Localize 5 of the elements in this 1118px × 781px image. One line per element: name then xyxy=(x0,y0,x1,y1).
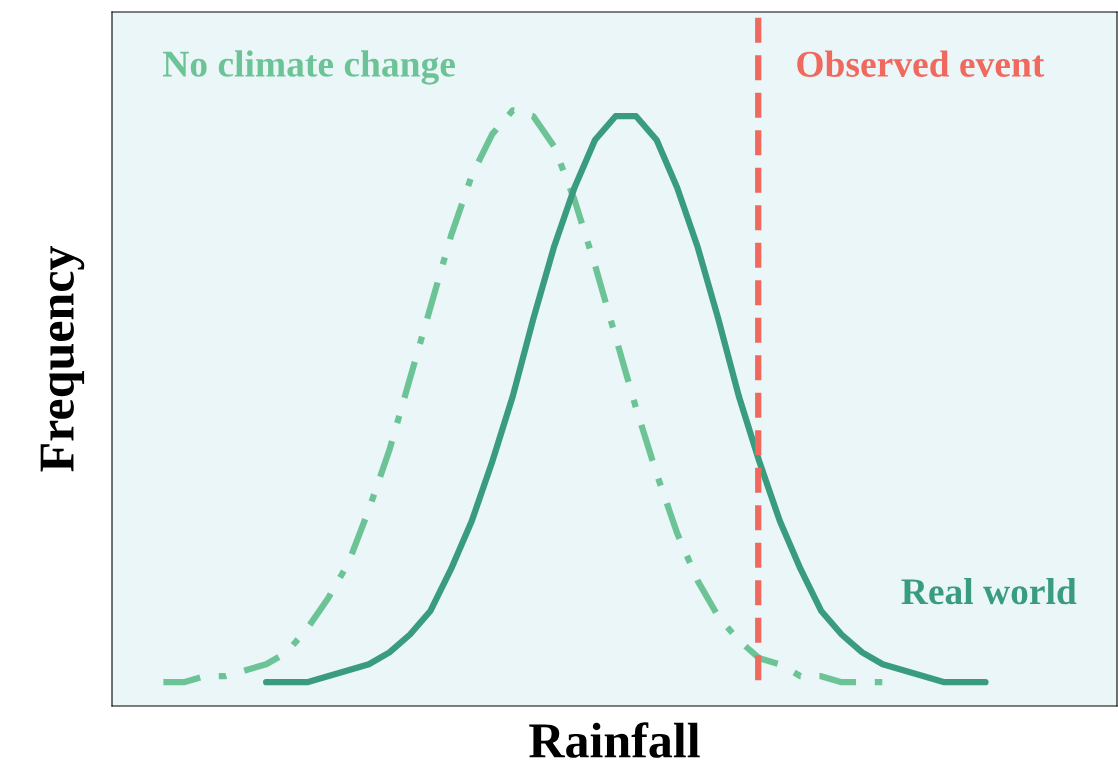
text: Observed event xyxy=(797,50,1045,77)
y-axis-title: Frequency xyxy=(40,246,85,472)
x-axis-title: Rainfall xyxy=(529,722,700,758)
series-label: No climate change xyxy=(162,50,455,85)
series-label: Real world xyxy=(901,577,1077,605)
